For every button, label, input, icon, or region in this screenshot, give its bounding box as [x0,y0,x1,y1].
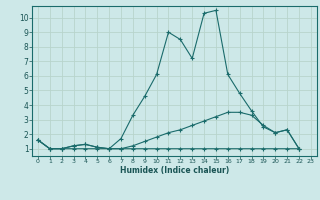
X-axis label: Humidex (Indice chaleur): Humidex (Indice chaleur) [120,166,229,175]
